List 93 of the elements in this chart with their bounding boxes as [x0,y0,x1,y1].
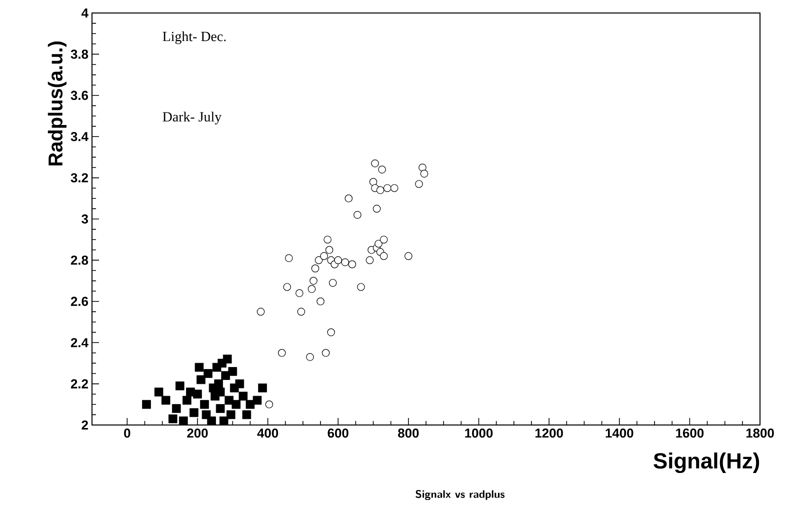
point [328,278,337,287]
point [242,410,252,420]
y-tick-label: 2.2 [70,379,88,388]
point [142,400,151,409]
point [202,410,211,420]
point [327,328,335,336]
point [297,308,306,316]
point [369,178,378,186]
y-tick-label: 2.8 [70,256,88,265]
point [334,256,342,264]
y-tick-label: 3 [82,214,88,224]
point [390,184,398,192]
point [179,416,188,426]
point [161,396,170,405]
x-tick-label: 1200 [535,428,563,438]
point [283,283,292,291]
point [357,283,365,291]
point [324,236,332,244]
point [278,348,286,357]
x-tick-label: 1400 [606,428,634,438]
point [296,289,304,298]
point [341,258,350,266]
point [238,392,248,401]
text: Signalx vs radplus [416,490,505,500]
y-tick-label: 4 [81,8,88,18]
y-tick-label: 2 [82,420,88,430]
y-tick-label: 2.4 [70,338,88,348]
y-tick-label: 3.4 [70,132,88,142]
point [256,308,265,316]
point [344,194,353,202]
point [380,252,388,260]
y-tick-label: 3.8 [70,50,88,59]
point [320,252,328,260]
point [194,362,204,372]
point [376,186,384,194]
point [308,285,316,293]
x-tick-label: 600 [328,428,348,438]
point [214,379,223,388]
point [222,354,232,364]
point [216,404,225,413]
point [182,396,192,405]
x-tick-label: 1000 [465,428,493,438]
point [404,252,412,260]
point [415,180,423,188]
point [348,260,356,268]
point [372,204,381,213]
point [186,388,195,396]
point [228,367,238,376]
point [172,404,181,413]
annotation: Light- Dec. [162,31,226,44]
point [252,396,262,405]
point [175,381,184,390]
y-tick-label: 3.2 [70,173,88,182]
point [265,400,274,408]
point [325,246,334,254]
point [306,353,314,361]
x-tick-label: 200 [187,428,208,438]
point [374,240,382,248]
point [219,416,228,426]
annotation: Dark- July [162,112,222,124]
point [311,264,320,272]
point [226,410,236,420]
point [371,159,379,168]
point [380,236,388,244]
point [232,400,241,409]
x-tick-label: 400 [257,428,278,438]
point [418,164,426,172]
point [383,184,392,192]
y-tick-label: 2.6 [70,296,88,306]
point [190,408,198,418]
point [204,369,212,378]
x-tick-label: 1600 [676,428,704,438]
point [200,400,209,409]
x-tick-label: 0 [124,428,130,438]
point [420,170,428,178]
point [235,379,244,388]
point [310,276,318,285]
point [154,388,164,396]
point [316,297,324,306]
x-tick-label: 800 [398,428,419,438]
point [284,254,293,262]
point [378,166,386,174]
point [168,414,178,424]
point [322,348,330,357]
x-axis-title: Signal(Hz) [654,452,760,474]
x-tick-label: 1800 [746,428,774,438]
y-tick-label: 3.6 [70,90,88,100]
point [366,256,374,264]
point [258,384,267,392]
y-axis-title: Radplus(a.u.) [48,42,66,166]
point [314,256,323,264]
point [354,210,362,219]
point [196,375,206,384]
